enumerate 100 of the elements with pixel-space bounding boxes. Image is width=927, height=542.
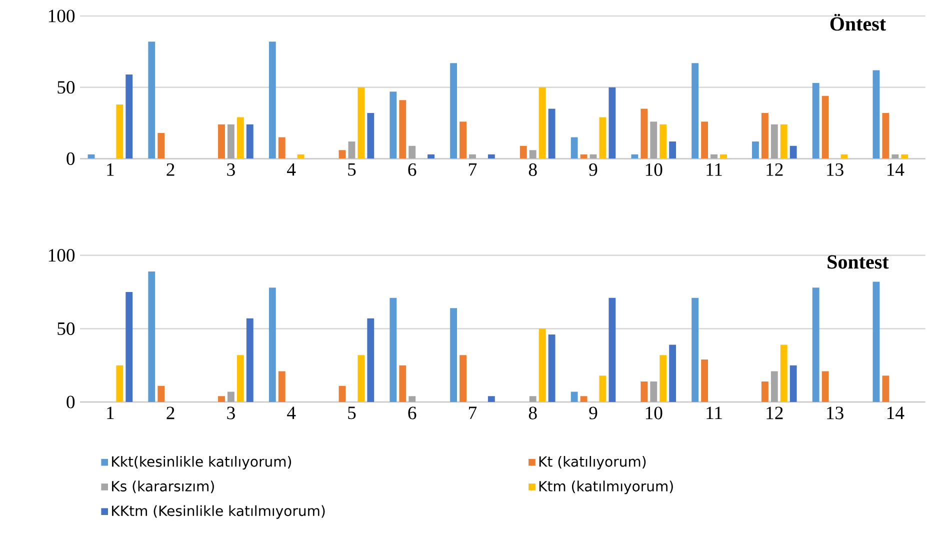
bar [227, 392, 234, 402]
bar [608, 298, 616, 402]
bar [570, 137, 578, 159]
bar [548, 334, 556, 402]
bar [770, 124, 778, 159]
legend-label: Kt (katılıyorum) [539, 456, 646, 470]
bar [218, 396, 225, 402]
bar [158, 386, 165, 402]
bar [460, 122, 466, 159]
bar [278, 137, 286, 159]
bar [901, 154, 908, 159]
bar [669, 142, 676, 159]
bar [246, 318, 254, 402]
x-tick-label: 5 [348, 406, 356, 420]
bar [348, 142, 356, 159]
bar [640, 381, 648, 402]
x-tick-label: 11 [706, 406, 722, 420]
legend-label: Ktm (katılmıyorum) [539, 480, 673, 494]
bar [548, 108, 556, 159]
bar [631, 154, 638, 159]
bar [488, 154, 495, 159]
bar [428, 154, 434, 159]
x-tick-label: 3 [227, 406, 235, 420]
bar [367, 113, 374, 159]
bar [116, 365, 124, 402]
bar [640, 108, 648, 159]
chart-title: Sontest [828, 255, 889, 269]
y-tick-label: 50 [58, 81, 75, 94]
x-tick-label: 9 [589, 406, 598, 420]
y-tick-label: 0 [66, 396, 75, 408]
bar [529, 150, 536, 159]
bar [520, 146, 527, 159]
bar [599, 117, 606, 159]
bar [338, 150, 346, 159]
x-tick-label: 6 [408, 406, 416, 420]
bar [116, 104, 124, 159]
legend-label: KKtm (Kesinlikle katılmıyorum) [112, 505, 325, 519]
bar [538, 328, 546, 402]
bar [892, 154, 899, 159]
bar [126, 292, 133, 402]
bar [882, 113, 890, 159]
bar [338, 386, 346, 402]
bar [669, 344, 676, 402]
bar [268, 288, 276, 402]
bar [367, 318, 374, 402]
bar [148, 271, 156, 402]
bar [882, 376, 890, 402]
bar [408, 396, 416, 402]
bar [650, 381, 658, 402]
bar [692, 298, 699, 402]
x-tick-label: 1 [107, 406, 114, 420]
x-tick-label: 12 [766, 406, 783, 420]
y-tick-label: 100 [48, 10, 75, 22]
bar [701, 359, 708, 402]
bar [227, 124, 234, 159]
x-tick-label: 7 [469, 163, 477, 176]
x-tick-label: 3 [227, 163, 235, 176]
bar [358, 87, 365, 159]
chart-title: Öntest [830, 14, 886, 31]
bar [236, 117, 244, 159]
legend-label: Kkt(kesinlikle katılıyorum) [112, 456, 292, 470]
bar [399, 365, 406, 402]
bar [599, 376, 606, 402]
bar [399, 100, 406, 159]
x-tick-label: 11 [706, 163, 722, 176]
bar [570, 392, 578, 402]
bar [761, 113, 768, 159]
x-tick-label: 12 [766, 163, 783, 176]
x-tick-label: 9 [589, 163, 598, 176]
bar [390, 298, 397, 402]
bar [358, 355, 365, 402]
bar [218, 124, 225, 159]
x-tick-label: 14 [887, 406, 904, 420]
bar [710, 154, 718, 159]
bar [780, 344, 788, 402]
x-tick-label: 8 [528, 163, 537, 176]
bar [660, 124, 667, 159]
bar [236, 355, 244, 402]
y-tick-label: 0 [66, 152, 75, 165]
x-tick-label: 2 [166, 163, 174, 176]
x-tick-label: 10 [646, 163, 662, 176]
bar [770, 371, 778, 402]
x-tick-label: 14 [887, 163, 904, 176]
bar [720, 154, 727, 159]
bar [158, 132, 165, 159]
bar [268, 42, 276, 159]
bar [790, 365, 797, 402]
x-tick-label: 10 [646, 406, 662, 420]
bar [246, 124, 254, 159]
x-tick-label: 4 [287, 406, 296, 419]
x-tick-label: 8 [528, 406, 537, 420]
x-tick-label: 13 [827, 406, 844, 420]
x-tick-label: 7 [469, 406, 477, 419]
bar [812, 288, 820, 402]
y-tick-label: 50 [58, 322, 75, 335]
bar [390, 92, 397, 159]
bar [872, 70, 880, 159]
bar [469, 154, 476, 159]
x-tick-label: 6 [408, 163, 416, 176]
bar [126, 74, 133, 159]
